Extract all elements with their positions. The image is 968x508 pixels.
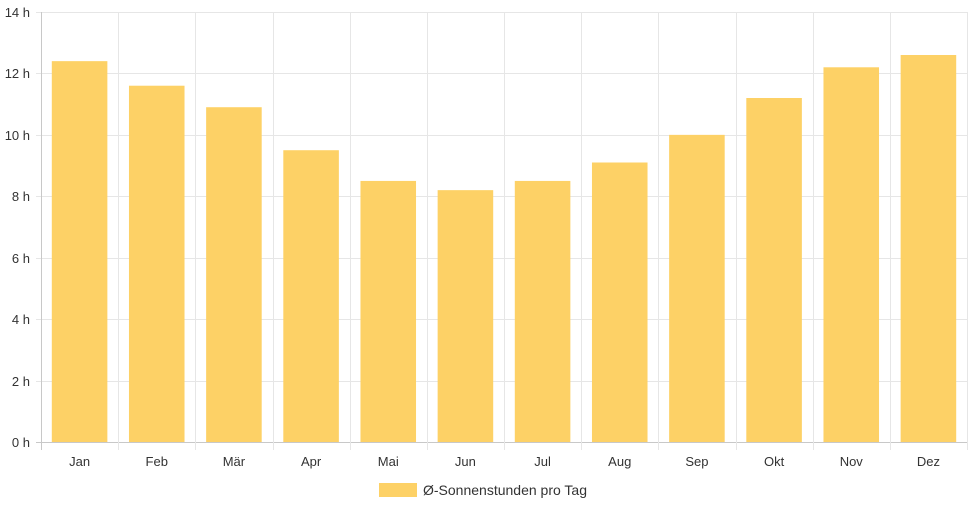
x-axis: Jan Feb Mär Apr Mai Jun Jul Aug Sep Okt Nov Dez [69,454,940,469]
y-tick-label: 6 h [12,251,30,266]
bar[interactable] [823,67,880,443]
x-tick-label: Jun [455,454,476,469]
x-tick-label: Aug [608,454,631,469]
x-tick-label: Jul [534,454,551,469]
x-tick-label: Sep [685,454,708,469]
bar[interactable] [128,85,185,442]
y-tick-label: 12 h [5,66,30,81]
legend-label[interactable]: Ø-Sonnenstunden pro Tag [423,482,587,498]
bar[interactable] [746,98,802,442]
chart-bars [51,55,957,443]
x-tick-label: Dez [917,454,940,469]
bar[interactable] [669,134,725,442]
bar[interactable] [437,190,494,442]
x-tick-label: Nov [840,454,864,469]
chart-grid [36,12,968,450]
y-tick-label: 0 h [12,435,30,450]
x-tick-label: Mai [378,454,399,469]
y-tick-label: 14 h [5,5,30,20]
y-tick-label: 4 h [12,312,30,327]
x-tick-label: Apr [301,454,322,469]
x-tick-label: Jan [69,454,90,469]
y-tick-label: 10 h [5,128,30,143]
bar[interactable] [591,162,648,443]
bar[interactable] [283,150,339,442]
y-tick-label: 2 h [12,374,30,389]
bar[interactable] [206,107,262,442]
x-tick-label: Okt [764,454,785,469]
y-axis: 0 h 2 h 4 h 6 h 8 h 10 h 12 h 14 h [5,5,30,450]
y-tick-label: 8 h [12,189,30,204]
bar[interactable] [900,55,957,442]
legend-swatch[interactable] [379,483,417,497]
x-tick-label: Mär [223,454,246,469]
bar[interactable] [360,180,417,442]
bar[interactable] [514,180,571,442]
chart-legend[interactable]: Ø-Sonnenstunden pro Tag [379,482,587,498]
bar[interactable] [51,61,108,443]
x-tick-label: Feb [146,454,168,469]
